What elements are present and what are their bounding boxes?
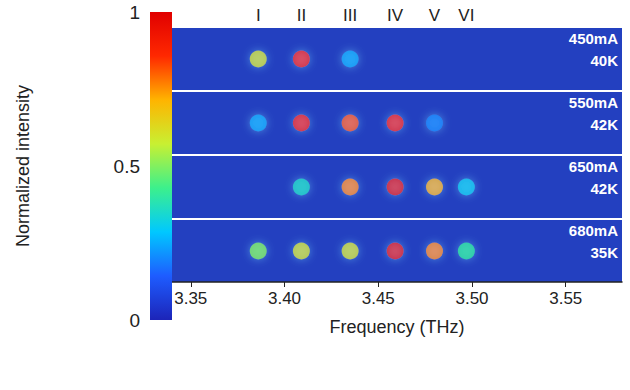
- svg-text:650mA: 650mA: [569, 158, 618, 175]
- svg-text:III: III: [343, 6, 357, 25]
- svg-text:V: V: [429, 6, 441, 25]
- svg-text:VI: VI: [458, 6, 474, 25]
- svg-text:II: II: [297, 6, 306, 25]
- svg-text:35K: 35K: [590, 244, 618, 261]
- svg-text:0.5: 0.5: [114, 156, 140, 177]
- svg-text:3.45: 3.45: [362, 289, 395, 308]
- svg-text:42K: 42K: [590, 180, 618, 197]
- svg-text:3.40: 3.40: [268, 289, 301, 308]
- svg-text:3.55: 3.55: [549, 289, 582, 308]
- svg-text:3.35: 3.35: [174, 289, 207, 308]
- svg-text:0: 0: [129, 310, 140, 331]
- svg-text:IV: IV: [387, 6, 404, 25]
- svg-text:Frequency (THz): Frequency (THz): [329, 317, 464, 337]
- svg-text:40K: 40K: [590, 52, 618, 69]
- svg-text:3.50: 3.50: [455, 289, 488, 308]
- svg-text:1: 1: [129, 2, 140, 23]
- svg-text:680mA: 680mA: [569, 222, 618, 239]
- svg-text:550mA: 550mA: [569, 94, 618, 111]
- svg-text:450mA: 450mA: [569, 30, 618, 47]
- svg-text:I: I: [256, 6, 261, 25]
- svg-text:42K: 42K: [590, 116, 618, 133]
- svg-text:Normalized intensity: Normalized intensity: [13, 85, 33, 247]
